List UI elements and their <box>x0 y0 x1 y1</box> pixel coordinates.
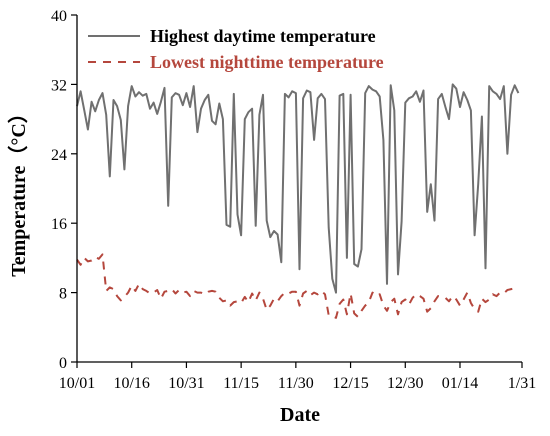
x-tick-label: 10/31 <box>168 375 204 392</box>
legend-label-nighttime: Lowest nighttime temperature <box>150 52 384 72</box>
x-tick-label: 1/31 <box>508 375 536 392</box>
x-tick-label: 11/30 <box>278 375 314 392</box>
y-tick-label: 16 <box>51 216 67 233</box>
x-axis-title: Date <box>280 404 320 426</box>
y-tick-label: 24 <box>51 147 67 164</box>
x-tick-label: 01/14 <box>442 375 478 392</box>
x-tick-label: 12/15 <box>332 375 368 392</box>
y-tick-label: 32 <box>51 77 67 94</box>
legend: Highest daytime temperature Lowest night… <box>88 26 384 72</box>
x-tick-label: 10/01 <box>59 375 95 392</box>
x-tick-label: 12/30 <box>387 375 423 392</box>
x-tick-label: 10/16 <box>113 375 149 392</box>
ticks-layer: 0 8 16 24 32 40 10/01 10/16 10/31 11/15 11/30 12/15… <box>51 8 536 392</box>
series-layer <box>76 83 520 319</box>
y-tick-label: 0 <box>59 355 67 372</box>
y-tick-label: 8 <box>59 286 67 303</box>
x-tick-label: 11/15 <box>223 375 259 392</box>
y-axis-title: Temperature（°C） <box>7 103 30 277</box>
axes-layer <box>76 15 522 363</box>
series-line-daytime <box>76 83 520 294</box>
legend-label-daytime: Highest daytime temperature <box>150 26 376 46</box>
y-tick-label: 40 <box>51 8 67 25</box>
series-line-nighttime <box>76 253 519 319</box>
